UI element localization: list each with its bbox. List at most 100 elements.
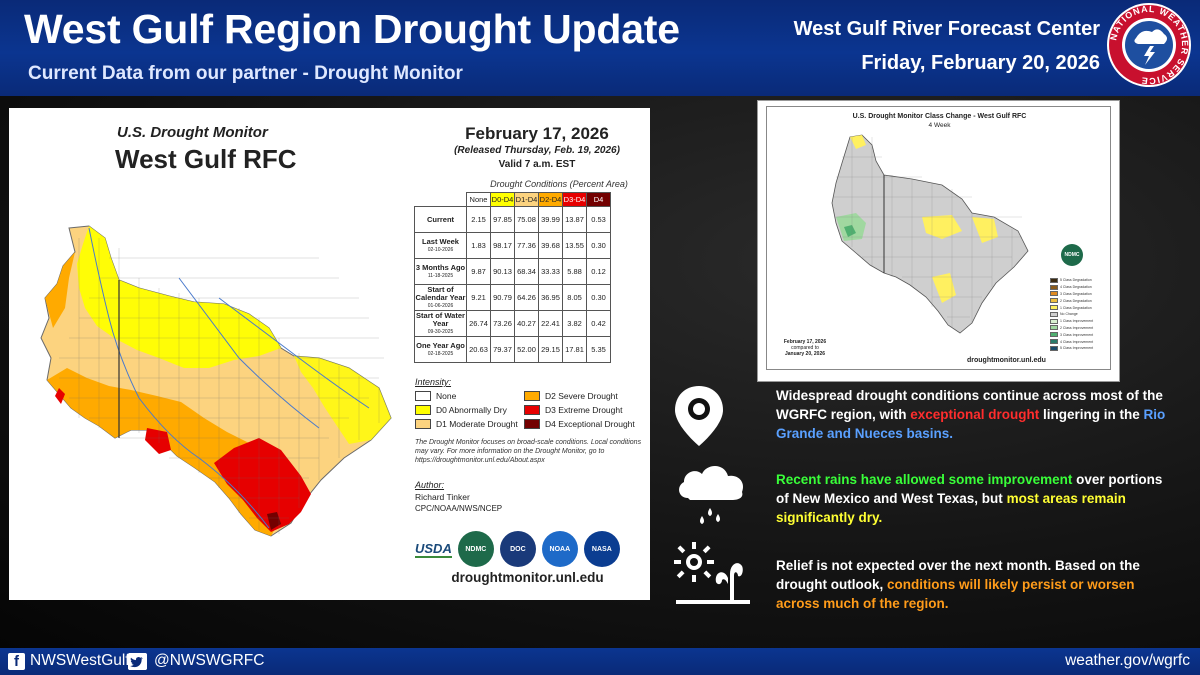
cc-legend-label: 1 Class Improvement — [1060, 319, 1094, 324]
row-label-text: Start of Water Year — [416, 310, 465, 328]
table-cell: 0.30 — [586, 284, 611, 311]
table-corner — [415, 193, 467, 207]
table-header-row: None D0-D4 D1-D4 D2-D4 D3-D4 D4 — [415, 192, 611, 207]
col-header: D0-D4 — [490, 192, 515, 207]
legend-item: D3 Extreme Drought — [524, 405, 622, 415]
table-cell: 1.83 — [466, 232, 491, 259]
cc-legend-label: 1 Class Degradation — [1060, 305, 1092, 310]
cc-compare-to: January 20, 2026 — [784, 351, 826, 357]
table-cell: 0.53 — [586, 206, 611, 233]
col-header: D2-D4 — [538, 192, 563, 207]
row-label-date: 02-18-2025 — [427, 350, 454, 357]
table-cell: 2.15 — [466, 206, 491, 233]
cc-improvement-core — [844, 225, 856, 237]
cc-legend-swatch — [1050, 345, 1058, 351]
facebook-icon[interactable]: f — [8, 653, 25, 670]
bullet1-text-a: Widespread drought conditions continue a… — [776, 388, 1163, 422]
cc-legend-swatch — [1050, 305, 1058, 311]
region-d3-westtx — [145, 428, 171, 454]
table-cell: 98.17 — [490, 232, 515, 259]
drought-conditions-table: None D0-D4 D1-D4 D2-D4 D3-D4 D4 Current 2… — [414, 192, 611, 363]
table-cell: 0.30 — [586, 232, 611, 259]
ndmc-badge: NDMC — [1061, 244, 1083, 266]
cc-legend-label: 3 Class Degradation — [1060, 291, 1092, 296]
drought-monitor-panel: U.S. Drought Monitor West Gulf RFC Febru… — [9, 108, 650, 600]
cc-legend-item: 3 Class Degradation — [1050, 291, 1112, 298]
table-cell: 0.12 — [586, 258, 611, 285]
table-cell: 64.26 — [514, 284, 539, 311]
cc-legend-label: 5 Class Improvement — [1060, 346, 1094, 351]
usda-logo: USDA — [415, 540, 452, 558]
legend-label: D2 Severe Drought — [545, 391, 618, 401]
rain-cloud-icon — [679, 466, 744, 524]
row-label: 3 Months Ago 11-18-2025 — [414, 258, 467, 285]
class-change-legend: 5 Class Degradation 4 Class Degradation … — [1050, 277, 1112, 352]
table-cell: 79.37 — [490, 336, 515, 363]
nws-logo: NATIONAL WEATHER SERVICE — [1107, 3, 1191, 87]
region-d4 — [267, 512, 281, 530]
cc-url[interactable]: droughtmonitor.unl.edu — [967, 357, 1046, 364]
table-cell: 5.35 — [586, 336, 611, 363]
bullet1-text-b: lingering in the — [1039, 407, 1144, 422]
row-label: Current — [414, 206, 467, 233]
cc-legend-swatch — [1050, 298, 1058, 304]
facebook-handle[interactable]: NWSWestGulf — [30, 652, 130, 669]
cc-legend-item: 5 Class Improvement — [1050, 345, 1112, 352]
table-row: 3 Months Ago 11-18-2025 9.87 90.13 68.34 33.3… — [414, 258, 611, 285]
table-cell: 5.88 — [562, 258, 587, 285]
legend-swatch — [524, 405, 540, 415]
table-cell: 8.05 — [562, 284, 587, 311]
table-cell: 75.08 — [514, 206, 539, 233]
legend-item: None — [415, 391, 456, 401]
table-row: One Year Ago 02-18-2025 20.63 79.37 52.00 29.… — [414, 336, 611, 363]
table-cell: 29.15 — [538, 336, 563, 363]
table-cell: 13.55 — [562, 232, 587, 259]
sun-wilted-plant-icon — [674, 542, 750, 604]
table-cell: 90.79 — [490, 284, 515, 311]
legend-label: None — [436, 391, 457, 401]
bullet1-highlight-exceptional: exceptional drought — [910, 407, 1040, 422]
cc-legend-swatch — [1050, 318, 1058, 324]
table-cell: 22.41 — [538, 310, 563, 337]
footer-bar: f NWSWestGulf @NWSWGRFC weather.gov/wgrf… — [0, 648, 1200, 675]
drought-map — [40, 225, 392, 537]
legend-swatch — [415, 419, 431, 429]
cc-legend-label: No Change — [1060, 312, 1078, 317]
legend-label: D3 Extreme Drought — [545, 405, 623, 415]
cc-legend-label: 2 Class Degradation — [1060, 298, 1092, 303]
table-cell: 68.34 — [514, 258, 539, 285]
bullet2-text: over portions of New Mexico and West Tex… — [776, 472, 1163, 506]
bullet-recent-rains: Recent rains have allowed some improveme… — [776, 470, 1166, 527]
table-cell: 40.27 — [514, 310, 539, 337]
cc-legend-item: 4 Class Degradation — [1050, 284, 1112, 291]
cc-compare-date: February 17, 2026 — [783, 339, 827, 345]
cc-legend-item: 5 Class Degradation — [1050, 277, 1112, 284]
class-change-title: U.S. Drought Monitor Class Change - West… — [852, 113, 1027, 120]
table-cell: 9.87 — [466, 258, 491, 285]
twitter-handle[interactable]: @NWSWGRFC — [154, 652, 265, 669]
col-header: D1-D4 — [514, 192, 539, 207]
twitter-icon[interactable] — [128, 653, 147, 670]
class-change-panel: U.S. Drought Monitor Class Change - West… — [757, 100, 1120, 382]
author-name: Richard Tinker — [415, 492, 470, 502]
table-row: Current 2.15 97.85 75.08 39.99 13.87 0.53 — [414, 206, 611, 233]
table-cell: 39.99 — [538, 206, 563, 233]
update-date: Friday, February 20, 2026 — [861, 52, 1100, 74]
region-d2-northwest — [45, 252, 75, 328]
cc-legend-label: 4 Class Improvement — [1060, 339, 1094, 344]
region-d3-south — [214, 438, 311, 532]
col-header: D3-D4 — [562, 192, 587, 207]
website-link[interactable]: weather.gov/wgrfc — [1065, 652, 1190, 669]
col-header: None — [466, 192, 491, 207]
table-cell: 0.42 — [586, 310, 611, 337]
legend-label: D4 Exceptional Drought — [545, 419, 635, 429]
row-label: Last Week 02-10-2026 — [414, 232, 467, 259]
usdm-url[interactable]: droughtmonitor.unl.edu — [451, 570, 604, 585]
legend-swatch — [524, 419, 540, 429]
cc-legend-item: 3 Class Improvement — [1050, 331, 1112, 338]
class-change-subtitle: 4 Week — [928, 122, 951, 129]
row-label: One Year Ago 02-18-2025 — [414, 336, 467, 363]
table-cell: 33.33 — [538, 258, 563, 285]
row-label-text: Last Week — [422, 236, 459, 246]
row-label-text: Current — [426, 214, 455, 224]
